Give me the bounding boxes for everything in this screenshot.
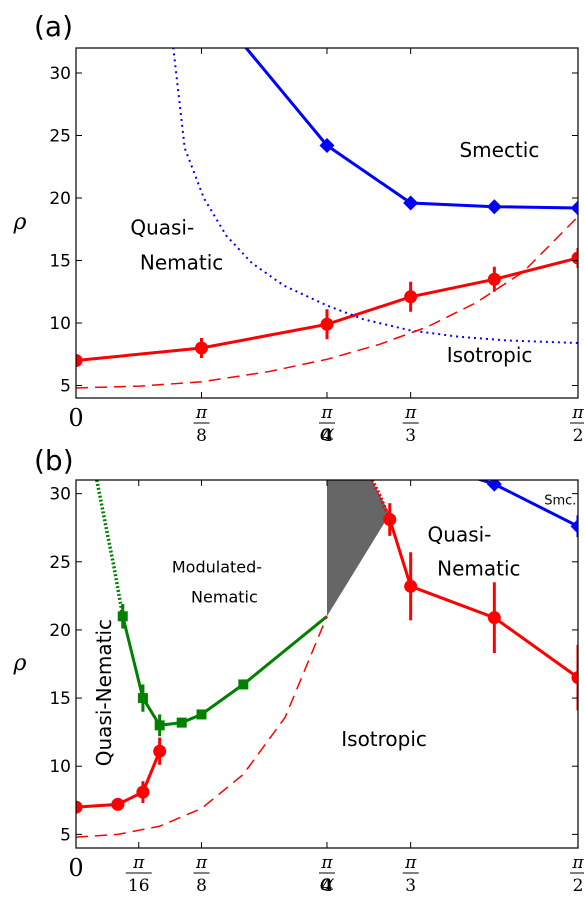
x-tick-fraction: π3 [403,403,419,446]
series-line-2 [172,36,578,344]
region-label: Quasi- [130,215,194,239]
region-label: Quasi- [428,522,492,546]
x-axis-label: α [320,421,335,446]
chart-panel-1: (b)Modulated-NematicQuasi-NematicSmc.Iso… [13,444,584,896]
y-tick-label: 30 [49,64,71,84]
data-point [136,786,149,799]
shaded-region [327,480,390,616]
x-tick-denominator: 2 [573,426,584,446]
region-label: Nematic [140,250,223,274]
x-tick-fraction: π8 [194,403,210,446]
data-point [321,318,334,331]
region-label: Isotropic [341,727,427,751]
region-label: Nematic [437,556,520,580]
data-point [487,477,502,492]
y-tick-label: 10 [49,757,71,777]
series-line-0 [97,480,123,616]
data-point [197,709,207,719]
y-tick-label: 25 [49,127,71,147]
x-tick-numerator: π [571,403,584,423]
x-tick-numerator: π [404,403,417,423]
data-point [177,718,187,728]
y-tick-label: 30 [49,485,71,505]
series-line-0 [236,36,578,209]
x-tick-denominator: 8 [196,876,207,896]
plot-area [70,36,584,389]
y-tick-label: 10 [49,314,71,334]
plot-area [70,469,584,837]
data-point [111,798,124,811]
y-axis-label: ρ [13,651,27,676]
data-point [238,679,248,689]
data-point [404,290,417,303]
x-tick-numerator: π [571,853,584,873]
y-axis-label: ρ [13,210,27,235]
data-point [118,611,128,621]
data-point [153,745,166,758]
x-tick-denominator: 16 [128,876,150,896]
region-label: Quasi-Nematic [92,619,116,766]
x-tick-numerator: π [132,853,145,873]
y-tick-label: 15 [49,689,71,709]
chart-panel-0: (a)SmecticQuasi-NematicIsotropic51015202… [13,10,584,446]
region-label: Smc. [544,494,576,509]
region-label: Nematic [191,588,258,607]
panel-label: (b) [34,444,74,477]
y-tick-label: 20 [49,621,71,641]
y-tick-label: 20 [49,189,71,209]
x-tick-numerator: π [320,403,333,423]
data-point [404,580,417,593]
x-tick-numerator: π [404,853,417,873]
data-point [488,273,501,286]
x-tick-denominator: 2 [573,876,584,896]
x-tick-denominator: 3 [405,426,416,446]
x-tick-fraction: π3 [403,853,419,896]
data-point [487,199,502,214]
x-tick-numerator: π [195,853,208,873]
y-tick-label: 5 [60,825,71,845]
x-tick-fraction: π2 [570,403,584,446]
x-tick-label: 0 [68,854,83,882]
x-tick-denominator: 8 [196,426,207,446]
panel-label: (a) [34,10,73,43]
data-point [383,513,396,526]
region-label: Isotropic [447,343,533,367]
data-point [488,611,501,624]
region-label: Modulated- [172,558,262,577]
data-point [155,720,165,730]
region-label: Smectic [459,138,539,162]
data-point [138,693,148,703]
x-tick-denominator: 3 [405,876,416,896]
y-tick-label: 5 [60,377,71,397]
x-axis-label: α [320,871,335,896]
x-tick-fraction: π8 [194,853,210,896]
data-point [571,519,584,534]
series-line-1 [123,616,327,725]
x-tick-label: 0 [68,404,83,432]
data-point [195,342,208,355]
x-tick-numerator: π [320,853,333,873]
data-point [571,201,584,216]
x-tick-numerator: π [195,403,208,423]
y-tick-label: 25 [49,553,71,573]
x-tick-fraction: π 16 [126,853,152,896]
x-tick-fraction: π2 [570,853,584,896]
y-tick-label: 15 [49,252,71,272]
